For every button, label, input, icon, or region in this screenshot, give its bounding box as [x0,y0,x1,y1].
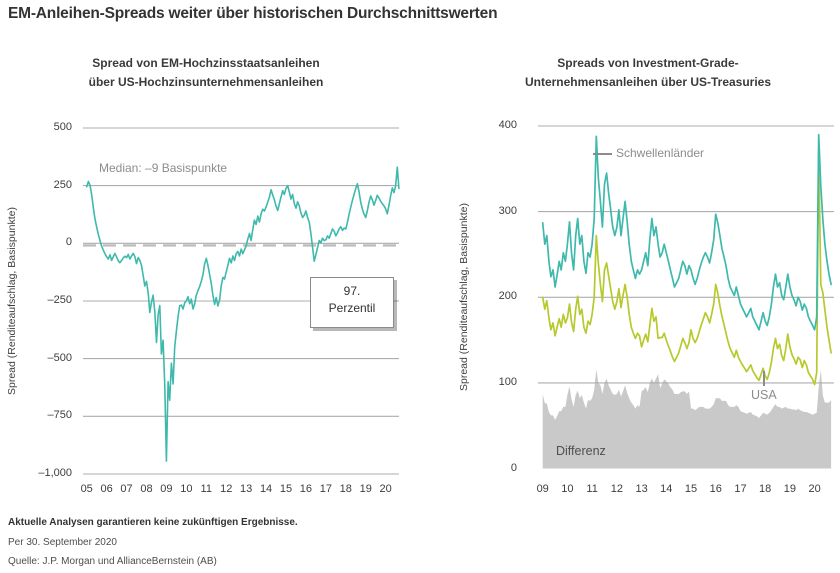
right-y-tick-label: 400 [498,119,517,131]
left-y-tick-label: –250 [47,293,72,306]
left-y-tick-label: 500 [53,120,72,133]
right-x-tick-label: 10 [561,483,574,495]
left-x-tick-label: 13 [240,483,253,495]
left-y-tick-label: 250 [53,178,72,191]
left-x-tick-label: 05 [80,483,93,495]
left-y-tick-label: –750 [47,409,72,422]
right-y-tick-label: 300 [498,204,517,217]
differenz-area [542,369,832,469]
as-of-date: Per 30. September 2020 [8,537,117,548]
right-x-tick-label: 13 [635,483,648,495]
right-x-tick-label: 09 [536,483,549,495]
median-annotation: Median: –9 Basispunkte [99,161,228,175]
left-x-tick-label: 08 [140,483,153,495]
left-x-tick-label: 12 [220,483,233,495]
schwellenlaender-leader-line [593,153,612,155]
left-x-tick-label: 10 [180,483,193,495]
left-y-tick-label: –500 [47,351,72,364]
usa-line [541,148,832,386]
left-x-tick-label: 15 [279,483,293,495]
left-spread-line [85,166,400,462]
right-x-tick-label: 15 [684,483,698,495]
source-text: Quelle: J.P. Morgan und AllianceBernstei… [8,556,217,567]
disclaimer-text: Aktuelle Analysen garantieren keine zukü… [8,517,298,528]
right-x-tick-label: 17 [734,483,747,495]
right-x-tick-label: 16 [709,483,722,495]
left-x-tick-label: 19 [359,483,372,495]
left-x-tick-label: 18 [339,483,352,495]
right-x-tick-label: 11 [586,483,598,495]
left-y-tick-label: –1,000 [38,466,72,479]
schwellenlaender-line [541,133,832,331]
series-label-usa: USA [751,388,777,402]
left-x-tick-label: 16 [299,483,313,495]
usa-leader-line [763,371,765,386]
left-x-tick-label: 07 [120,483,133,495]
right-x-tick-label: 19 [783,483,797,495]
right-y-tick-label: 100 [498,375,517,388]
left-x-tick-label: 11 [200,483,212,495]
left-chart-title: Spread von EM-Hochzinsstaatsanleihen übe… [88,56,324,89]
right-x-tick-label: 18 [759,483,772,495]
left-y-axis-title: Spread (Renditeaufschlag, Basispunkte) [6,207,18,395]
left-x-tick-label: 06 [100,483,113,495]
right-y-tick-label: 200 [498,290,517,303]
right-chart-title: Spreads von Investment-Grade- Unternehme… [524,56,772,89]
right-x-tick-label: 14 [660,483,673,495]
percentile-callout-box: 97. Perzentil [310,277,394,328]
left-x-tick-label: 20 [379,483,392,495]
right-x-tick-label: 20 [808,483,821,495]
right-y-tick-label: 0 [510,461,517,474]
left-x-tick-label: 14 [259,483,273,495]
right-x-tick-label: 12 [610,483,623,495]
series-label-differenz: Differenz [556,444,606,458]
left-x-tick-label: 09 [160,483,173,495]
left-y-tick-label: 0 [65,236,72,249]
left-x-tick-label: 17 [319,483,332,495]
series-label-schwellenlaender: Schwellenländer [616,146,705,160]
page-title: EM-Anleihen-Spreads weiter über historis… [8,5,498,22]
